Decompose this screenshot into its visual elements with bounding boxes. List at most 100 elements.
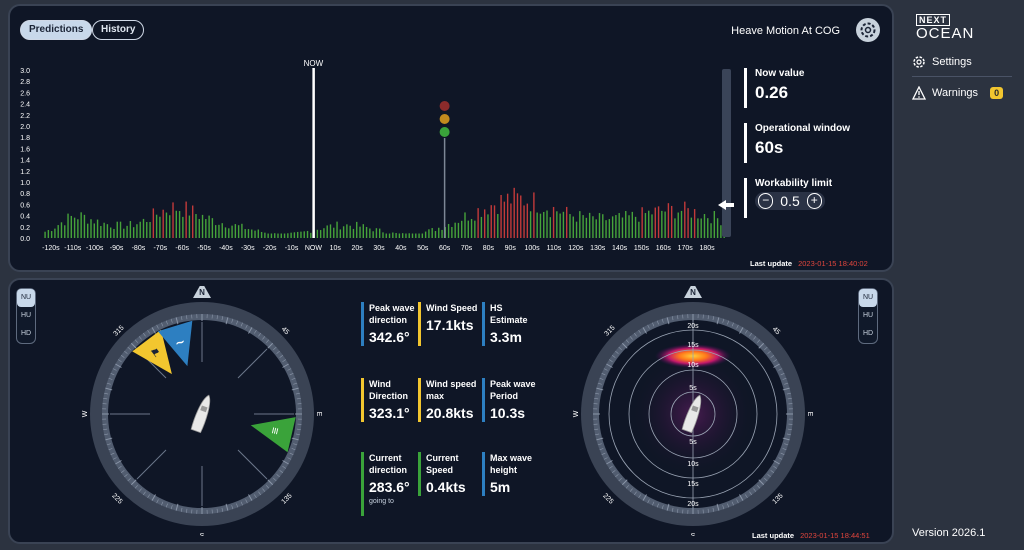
tab-predictions[interactable]: Predictions: [20, 20, 93, 40]
tab-history[interactable]: History: [92, 20, 145, 40]
chart-bar: [644, 213, 647, 238]
chart-bar: [260, 231, 263, 238]
mode-hu[interactable]: HU: [862, 312, 874, 319]
chart-bar: [710, 223, 712, 238]
chart-bar: [441, 229, 443, 238]
chart-bar: [493, 205, 496, 238]
chart-bar: [103, 222, 105, 238]
chart-bar: [382, 232, 384, 238]
ring-label: 10s: [687, 461, 699, 468]
y-tick-label: 2.0: [20, 124, 30, 131]
chart-bar: [349, 225, 351, 238]
stat-value: 323.1°: [369, 405, 410, 421]
chart-bar: [598, 213, 601, 238]
last-update-timestamp: 2023-01-15 18:40:02: [798, 259, 868, 268]
chart-bar: [438, 227, 440, 238]
stat-value: 283.6°: [369, 479, 410, 495]
chart-bar: [654, 207, 656, 238]
chart-bar: [319, 230, 322, 238]
north-marker-icon: [193, 286, 211, 298]
vessel-icon: [681, 394, 702, 434]
ring-label: 15s: [687, 481, 699, 488]
chart-bar: [132, 227, 135, 238]
sidebar-item-warnings[interactable]: Warnings 0: [912, 86, 1004, 100]
south-label: S: [200, 533, 205, 536]
x-tick-label: -20s: [263, 245, 277, 252]
x-tick-label: 180s: [699, 245, 715, 252]
chart-bar: [96, 219, 99, 238]
mode-hu[interactable]: HU: [20, 312, 32, 319]
x-tick-label: 140s: [612, 245, 628, 252]
chart-bar: [198, 219, 200, 238]
x-tick-label: 10s: [330, 245, 342, 252]
now-value-metric: Now value 0.26: [744, 68, 804, 108]
heave-bar-chart: 0.0 0.2 0.4 0.6 0.8 1.0 1.2 1.4 1.6 1.8 2.0 2.2 2.4 2…: [20, 59, 725, 252]
chart-bar: [651, 214, 653, 238]
right-mode-selector[interactable]: NU HU HD: [858, 288, 878, 344]
chart-bar: [415, 233, 417, 238]
chart-bar: [136, 224, 138, 238]
chart-bar: [388, 233, 391, 238]
x-tick-label: -60s: [175, 245, 189, 252]
chart-bar: [434, 231, 437, 238]
chart-bar: [552, 206, 555, 238]
now-value: 0.26: [755, 83, 789, 102]
chart-bar: [506, 193, 509, 238]
east-label: E: [806, 412, 813, 417]
chart-bar: [303, 231, 305, 238]
now-value-label: Now value: [755, 68, 805, 79]
chart-bar: [126, 225, 128, 238]
mode-hd[interactable]: HD: [20, 330, 32, 337]
ring-label: 5s: [689, 385, 697, 392]
increase-limit-button[interactable]: +: [806, 193, 822, 209]
workability-limit-stepper[interactable]: − 0.5 +: [755, 192, 825, 210]
chart-bar: [454, 222, 456, 238]
chart-bar: [483, 209, 486, 238]
mode-nu[interactable]: NU: [17, 289, 35, 307]
wave-spectrum-radar: 20s 15s 10s 5s 5s 10s 15s 20s N S W E 31…: [573, 286, 813, 536]
chart-bar: [333, 227, 335, 238]
chart-bar: [700, 218, 702, 238]
stat-item: Wind speed max 20.8kts: [418, 378, 478, 422]
stat-item: Current direction 283.6° going to: [361, 452, 421, 516]
chart-bar: [185, 201, 187, 238]
chart-bar: [670, 205, 673, 238]
chart-bar: [500, 195, 502, 238]
y-tick-label: 2.6: [20, 90, 30, 97]
mode-hd[interactable]: HD: [862, 330, 874, 337]
chart-bar: [362, 224, 364, 238]
chart-bar: [195, 214, 197, 238]
chart-bar: [684, 201, 686, 238]
x-tick-label: -120s: [42, 245, 60, 252]
stat-item: Peak wave direction 342.6°: [361, 302, 421, 346]
chart-bar: [231, 225, 233, 238]
chart-bar: [516, 193, 519, 238]
chart-bar: [575, 221, 578, 238]
y-tick-label: 2.8: [20, 79, 30, 86]
mode-nu[interactable]: NU: [859, 289, 877, 307]
chart-bar: [572, 216, 574, 238]
limit-slider-handle[interactable]: [718, 200, 726, 210]
chart-bar: [562, 211, 565, 238]
left-mode-selector[interactable]: NU HU HD: [16, 288, 36, 344]
north-label: N: [199, 288, 205, 297]
decrease-limit-button[interactable]: −: [758, 193, 774, 209]
x-tick-label: 90s: [505, 245, 517, 252]
stat-value: 0.4kts: [426, 479, 466, 495]
chart-bar: [569, 214, 571, 238]
chart-bar: [592, 216, 594, 238]
stat-label: Max wave height: [490, 453, 533, 475]
chart-bar: [162, 209, 164, 238]
ring-label: 5s: [689, 439, 697, 446]
y-tick-label: 2.2: [20, 113, 30, 120]
chart-bar: [648, 210, 650, 238]
limit-slider-track[interactable]: [718, 69, 734, 237]
sidebar-item-settings[interactable]: Settings: [912, 55, 972, 69]
wind-direction-indicator: ⚑: [132, 329, 172, 375]
chart-settings-button[interactable]: [856, 18, 880, 42]
x-tick-label: -110s: [64, 245, 81, 252]
chart-bar: [588, 212, 591, 238]
chart-bar: [565, 206, 568, 238]
traffic-light-icon: [439, 101, 450, 111]
y-tick-label: 1.8: [20, 135, 30, 142]
